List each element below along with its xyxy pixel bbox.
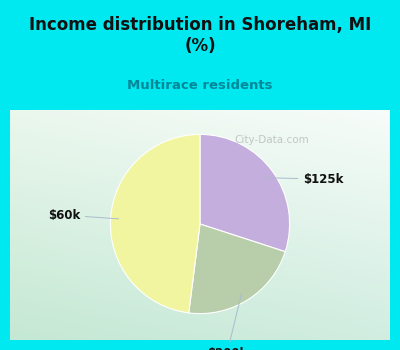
Wedge shape (110, 134, 200, 313)
Wedge shape (189, 224, 285, 314)
Text: Multirace residents: Multirace residents (127, 79, 273, 92)
Text: City-Data.com: City-Data.com (235, 135, 309, 145)
Text: $200k: $200k (207, 293, 247, 350)
Text: $125k: $125k (266, 173, 344, 186)
Text: $60k: $60k (48, 209, 118, 222)
Wedge shape (200, 134, 290, 252)
Text: Income distribution in Shoreham, MI
(%): Income distribution in Shoreham, MI (%) (29, 16, 371, 55)
